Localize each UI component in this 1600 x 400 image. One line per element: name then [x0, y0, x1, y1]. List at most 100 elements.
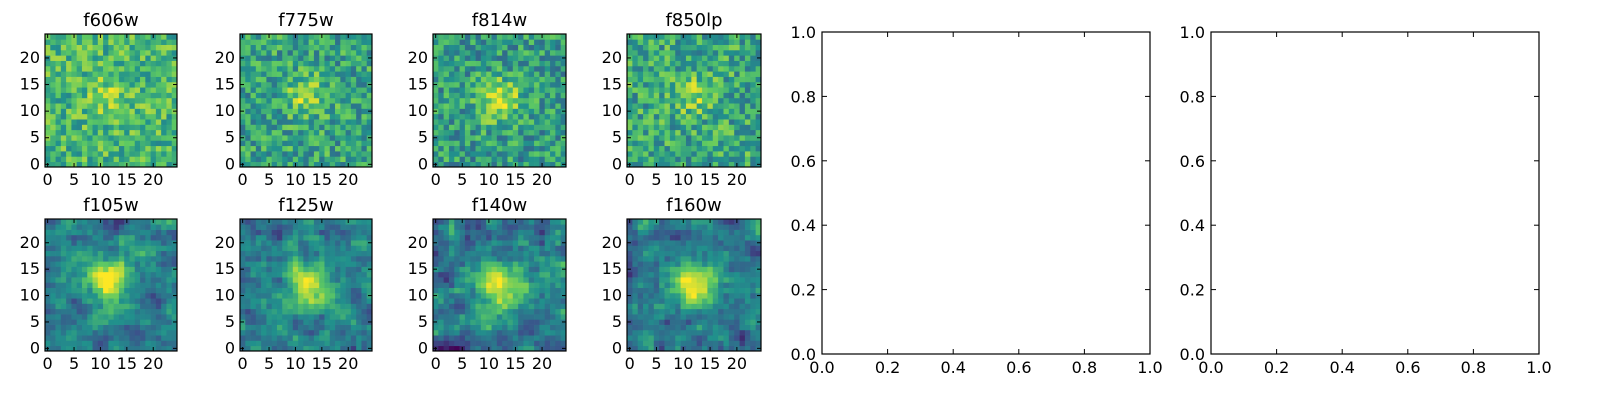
heatmap-cell	[282, 314, 288, 320]
heatmap-cell	[271, 103, 278, 109]
heatmap-cell	[319, 156, 325, 163]
heatmap-cell	[108, 255, 114, 262]
heatmap-cell	[550, 287, 556, 294]
heatmap-cell	[544, 39, 551, 45]
heatmap-cell	[443, 65, 450, 72]
heatmap-cell	[335, 55, 341, 61]
heatmap-cell	[664, 340, 671, 347]
heatmap-cell	[140, 292, 146, 299]
heatmap-cell	[266, 229, 273, 236]
heatmap-cell	[250, 345, 257, 352]
heatmap-cell	[113, 113, 120, 120]
heatmap-cell	[750, 49, 756, 56]
heatmap-cell	[298, 140, 304, 147]
heatmap-cell	[512, 49, 519, 56]
heatmap-cell	[282, 240, 288, 246]
heatmap-cell	[50, 287, 56, 294]
heatmap-cell	[97, 234, 104, 241]
heatmap-cell	[134, 81, 141, 88]
heatmap-cell	[491, 224, 498, 230]
heatmap-cell	[66, 292, 72, 299]
heatmap-cell	[287, 340, 294, 347]
heatmap-cell	[491, 261, 498, 267]
heatmap-cell	[470, 329, 476, 336]
heatmap-cell	[659, 271, 665, 278]
heatmap-cell	[124, 156, 130, 163]
heatmap-cell	[702, 76, 708, 83]
heatmap-cell	[161, 229, 167, 236]
heatmap-cell	[55, 49, 62, 56]
heatmap-cell	[454, 81, 460, 88]
heatmap-cell	[113, 44, 120, 51]
heatmap-cell	[81, 103, 88, 109]
heatmap-cell	[245, 229, 251, 236]
heatmap-cell	[97, 145, 104, 152]
heatmap-cell	[669, 156, 676, 163]
heatmap-cell	[486, 298, 492, 304]
heatmap-cell	[475, 240, 482, 246]
heatmap-cell	[544, 287, 551, 294]
heatmap-cell	[308, 65, 315, 72]
heatmap-cell	[475, 135, 482, 141]
heatmap-cell	[702, 271, 708, 278]
heatmap-cell	[71, 335, 78, 341]
heatmap-cell	[103, 271, 109, 278]
heatmap-cell	[50, 103, 56, 109]
heatmap-cell	[255, 97, 262, 104]
heatmap-cell	[292, 340, 299, 347]
heatmap-cell	[718, 49, 724, 56]
heatmap-cell	[459, 266, 466, 273]
heatmap-cell	[66, 103, 72, 109]
heatmap-cell	[448, 282, 455, 288]
heatmap-cell	[55, 240, 62, 246]
heatmap-cell	[361, 303, 368, 310]
heatmap-cell	[150, 245, 157, 252]
heatmap-cell	[539, 303, 546, 310]
heatmap-cell	[92, 129, 99, 136]
heatmap-cell	[108, 234, 114, 241]
heatmap-cell	[298, 49, 304, 56]
heatmap-cell	[502, 55, 508, 61]
heatmap-cell	[308, 39, 315, 45]
heatmap-cell	[712, 108, 719, 115]
heatmap-cell	[361, 261, 368, 267]
heatmap-cell	[97, 135, 104, 141]
heatmap-cell	[250, 129, 257, 136]
heatmap-cell	[550, 119, 556, 125]
heatmap-cell	[171, 49, 178, 56]
heatmap-cell	[550, 97, 556, 104]
heatmap-cell	[50, 329, 56, 336]
heatmap-cell	[438, 298, 444, 304]
heatmap-cell	[97, 55, 104, 61]
heatmap-cell	[534, 113, 540, 120]
heatmap-cell	[103, 65, 109, 72]
heatmap-cell	[691, 108, 698, 115]
heatmap-cell	[266, 234, 273, 241]
heatmap-cell	[433, 151, 439, 157]
heatmap-cell	[118, 92, 125, 99]
heatmap-cell	[356, 103, 362, 109]
heatmap-cell	[303, 156, 309, 163]
heatmap-cell	[108, 92, 114, 99]
heatmap-cell	[266, 303, 273, 310]
heatmap-cell	[329, 292, 336, 299]
heatmap-cell	[475, 145, 482, 152]
heatmap-cell	[723, 145, 730, 152]
heatmap-cell	[366, 277, 373, 283]
heatmap-cell	[171, 340, 178, 347]
heatmap-cell	[702, 135, 708, 141]
heatmap-cell	[308, 103, 315, 109]
heatmap-cell	[486, 87, 492, 93]
heatmap-cell	[87, 129, 93, 136]
heatmap-cell	[664, 329, 671, 336]
heatmap-cell	[491, 129, 498, 136]
heatmap-cell	[319, 145, 325, 152]
heatmap-cell	[502, 161, 508, 168]
heatmap-cell	[340, 250, 346, 257]
heatmap-cell	[734, 151, 740, 157]
heatmap-cell	[313, 229, 320, 236]
heatmap-cell	[303, 245, 309, 252]
heatmap-cell	[366, 298, 373, 304]
heatmap-cell	[702, 151, 708, 157]
heatmap-cell	[50, 65, 56, 72]
